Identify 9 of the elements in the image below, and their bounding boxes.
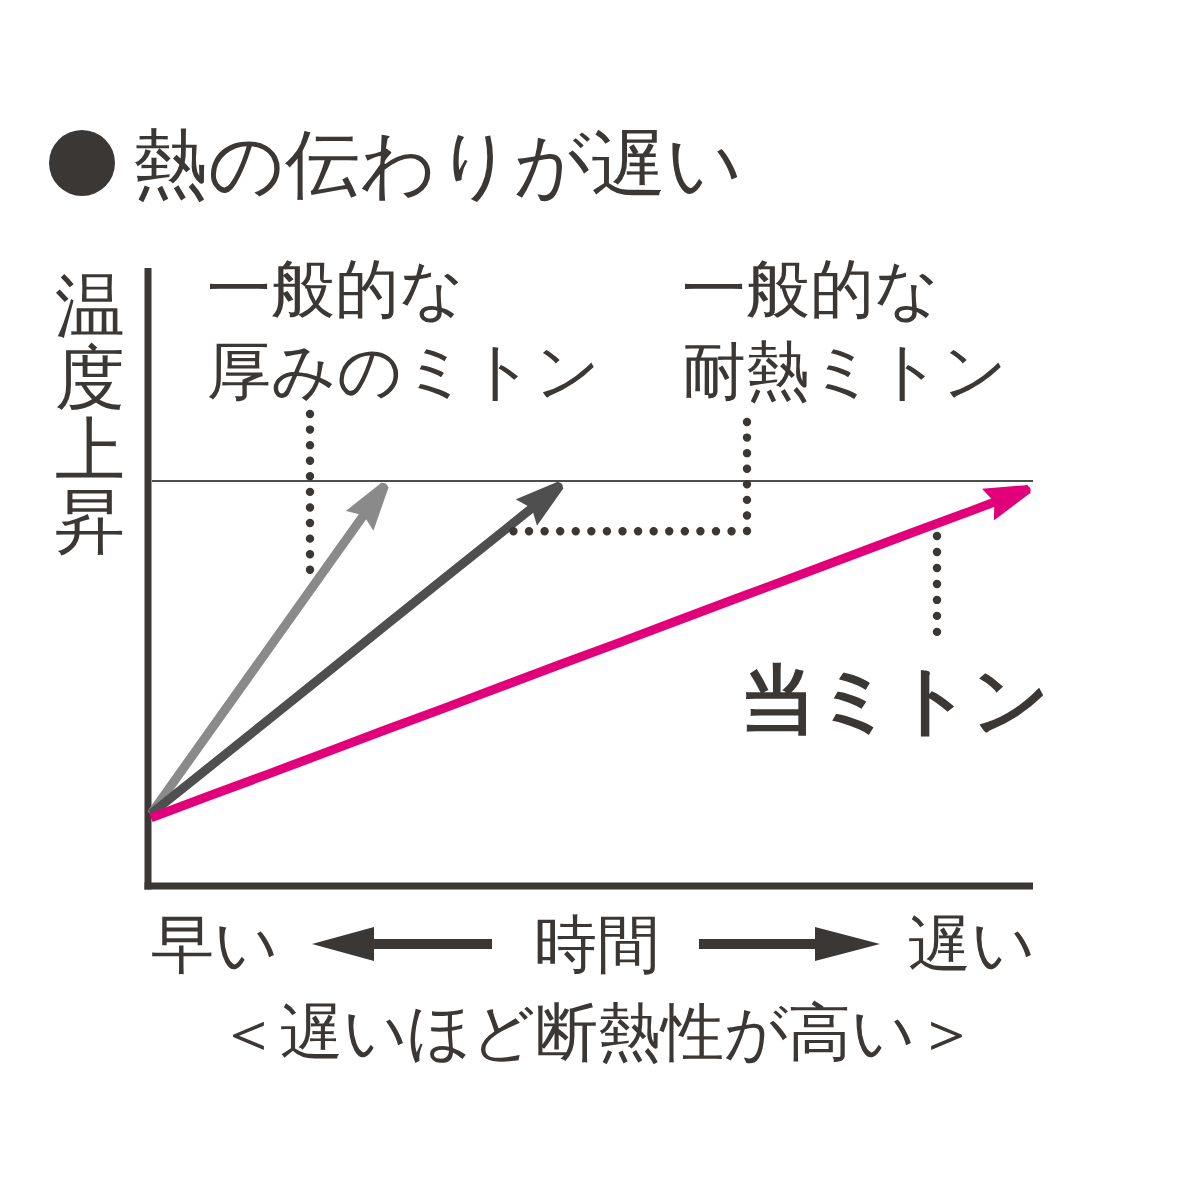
text: ＜遅いほど断熱性が高い＞ — [216, 995, 978, 1069]
text: 遅い — [908, 907, 1035, 981]
x-axis-title: 時間 — [534, 907, 660, 981]
series-label: 一般的な耐熱ミトン — [682, 252, 1008, 408]
text: 早い — [151, 907, 278, 981]
y-axis-title: 温度上昇 — [55, 265, 125, 563]
series-label: 当ミトン — [740, 654, 1050, 744]
chart-title: 熱の伝わりが遅い — [133, 120, 743, 208]
series-label: 一般的な厚みのミトン — [207, 252, 601, 408]
